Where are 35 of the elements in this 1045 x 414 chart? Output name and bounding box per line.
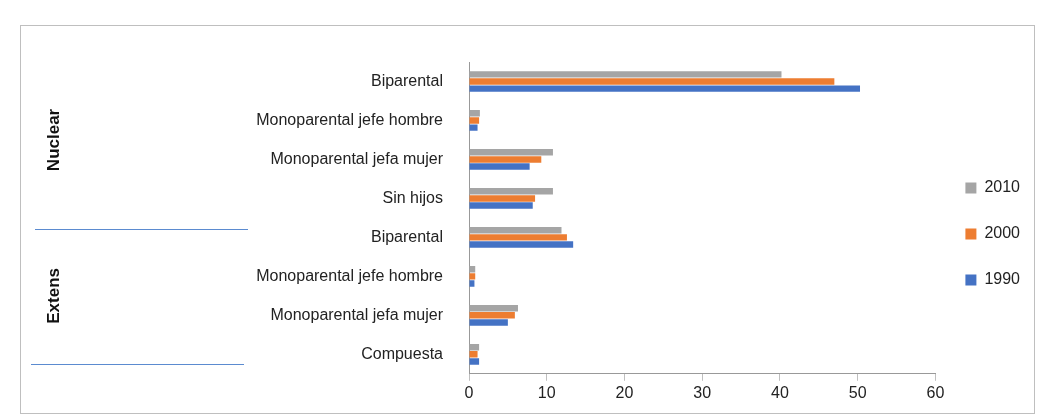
y-tick-label: Sin hijos (382, 188, 443, 206)
bar (469, 202, 533, 209)
y-tick-label: Monoparental jefe hombre (256, 110, 444, 128)
bar (469, 117, 480, 124)
text: Extens (43, 267, 63, 324)
x-tick-label: 30 (693, 383, 712, 401)
bar (469, 351, 478, 358)
x-tick-label: 40 (771, 383, 789, 401)
y-tick-label: Biparental (370, 227, 443, 245)
y-tick-label: Monoparental jefa mujer (270, 305, 444, 323)
bar (469, 163, 530, 170)
y-tick-label: Monoparental jefa mujer (270, 149, 444, 167)
bar (469, 156, 542, 163)
bar (469, 124, 478, 131)
text: Nuclear (43, 108, 63, 172)
bar (469, 241, 574, 248)
bar (469, 358, 480, 365)
y-tick-label: Biparental (370, 71, 443, 89)
bar (469, 195, 536, 202)
x-tick-label: 60 (926, 383, 945, 401)
bar (469, 312, 515, 319)
x-tick-label: 50 (848, 383, 867, 401)
legend-label: 2000 (984, 224, 1021, 242)
x-tick-label: 10 (537, 383, 556, 401)
legend-label: 1990 (984, 270, 1021, 288)
bar (469, 78, 835, 85)
y-tick-label: Monoparental jefe hombre (256, 266, 444, 284)
y-tick-label: Compuesta (361, 344, 444, 362)
x-tick-label: 0 (464, 383, 474, 401)
bar (469, 234, 567, 241)
bar (469, 319, 508, 326)
bar (469, 85, 860, 92)
bar (469, 273, 476, 280)
x-tick-label: 20 (615, 383, 634, 401)
legend-label: 2010 (984, 178, 1021, 196)
